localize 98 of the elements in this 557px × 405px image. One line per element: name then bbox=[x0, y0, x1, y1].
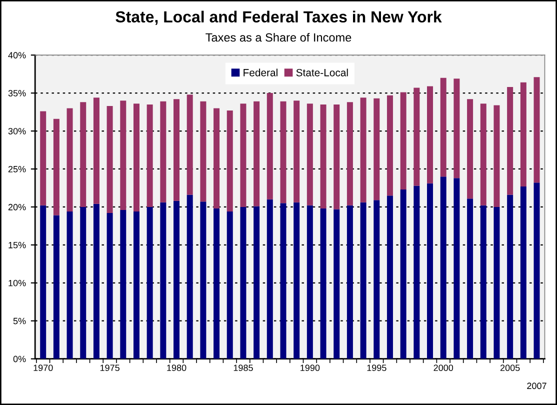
bar bbox=[334, 209, 340, 359]
bar bbox=[200, 202, 206, 359]
bar bbox=[254, 206, 260, 359]
y-tick-label: 10% bbox=[8, 280, 26, 286]
bar bbox=[294, 202, 300, 359]
bar bbox=[494, 105, 500, 207]
bar bbox=[440, 176, 446, 359]
y-tick-label: 20% bbox=[8, 204, 26, 210]
y-tick-label: 0% bbox=[13, 356, 26, 362]
bar bbox=[214, 208, 220, 359]
bar bbox=[53, 118, 60, 216]
bar bbox=[80, 206, 86, 359]
bar bbox=[133, 212, 140, 359]
x-tick-label: 2007 bbox=[527, 382, 546, 390]
bar bbox=[294, 100, 300, 202]
bar bbox=[374, 200, 380, 359]
bar bbox=[386, 196, 393, 359]
bar bbox=[146, 206, 153, 359]
chart-title: State, Local and Federal Taxes in New York bbox=[116, 10, 442, 25]
bar bbox=[480, 205, 486, 359]
bar bbox=[386, 95, 393, 196]
bar bbox=[280, 203, 286, 359]
bar bbox=[427, 183, 434, 359]
bar bbox=[160, 101, 166, 202]
y-tick-label: 15% bbox=[8, 242, 26, 248]
bar bbox=[146, 104, 153, 207]
bar bbox=[214, 108, 220, 208]
bar bbox=[467, 198, 474, 359]
bar bbox=[120, 100, 126, 210]
bar bbox=[360, 202, 366, 359]
bar bbox=[520, 82, 526, 186]
bar bbox=[414, 186, 420, 359]
bar bbox=[240, 104, 246, 207]
bar bbox=[346, 102, 353, 206]
bar bbox=[226, 212, 233, 359]
bar bbox=[93, 98, 100, 204]
x-tick-label: 1980 bbox=[167, 364, 186, 372]
bar bbox=[240, 206, 246, 359]
legend-label: Federal bbox=[244, 68, 278, 76]
bar bbox=[174, 99, 180, 201]
bar bbox=[80, 102, 86, 207]
bar bbox=[160, 202, 166, 359]
bar bbox=[226, 110, 233, 212]
bar bbox=[400, 92, 406, 190]
bar bbox=[66, 108, 73, 212]
x-tick-label: 1995 bbox=[367, 364, 386, 372]
bar bbox=[53, 215, 60, 359]
legend-label: State-Local bbox=[296, 68, 348, 76]
bar bbox=[440, 78, 446, 177]
bar bbox=[320, 104, 326, 208]
bar bbox=[320, 208, 326, 359]
bar bbox=[200, 101, 206, 202]
bar bbox=[266, 93, 273, 200]
bar bbox=[374, 98, 380, 200]
bar bbox=[280, 101, 286, 204]
bar bbox=[427, 86, 434, 184]
y-tick-label: 30% bbox=[8, 128, 26, 134]
bar bbox=[93, 204, 100, 359]
bar bbox=[106, 213, 113, 359]
bar bbox=[346, 205, 353, 359]
y-tick-label: 40% bbox=[8, 52, 26, 58]
y-tick-label: 35% bbox=[8, 90, 26, 96]
bar bbox=[467, 99, 474, 199]
bar bbox=[306, 205, 313, 359]
x-tick-label: 1970 bbox=[34, 364, 53, 372]
y-tick-label: 25% bbox=[8, 166, 26, 172]
bar bbox=[507, 86, 514, 195]
bar bbox=[534, 182, 540, 359]
x-tick-label: 2000 bbox=[434, 364, 454, 372]
x-tick-label: 2005 bbox=[500, 364, 520, 372]
bar bbox=[534, 77, 540, 183]
bar bbox=[186, 94, 193, 195]
bar bbox=[454, 178, 460, 359]
bar bbox=[454, 78, 460, 178]
x-tick-label: 1975 bbox=[100, 364, 120, 372]
bar bbox=[334, 104, 340, 210]
bar bbox=[40, 111, 46, 206]
bar bbox=[186, 194, 193, 359]
bar bbox=[400, 189, 406, 359]
bar bbox=[120, 210, 126, 359]
bar bbox=[66, 212, 73, 359]
bar bbox=[133, 104, 140, 212]
bar bbox=[480, 104, 486, 206]
bar bbox=[266, 199, 273, 359]
bar bbox=[414, 88, 420, 186]
bar bbox=[360, 98, 366, 202]
bar bbox=[174, 200, 180, 359]
chart-subtitle: Taxes as a Share of Income bbox=[206, 32, 352, 42]
bar bbox=[306, 104, 313, 206]
y-tick-label: 5% bbox=[13, 318, 26, 324]
x-tick-label: 1985 bbox=[234, 364, 253, 372]
bar bbox=[40, 205, 46, 359]
x-tick-label: 1990 bbox=[300, 364, 320, 372]
bar bbox=[507, 194, 514, 359]
bar bbox=[254, 101, 260, 206]
bar bbox=[494, 206, 500, 359]
bar bbox=[520, 186, 526, 359]
bar bbox=[106, 106, 113, 214]
